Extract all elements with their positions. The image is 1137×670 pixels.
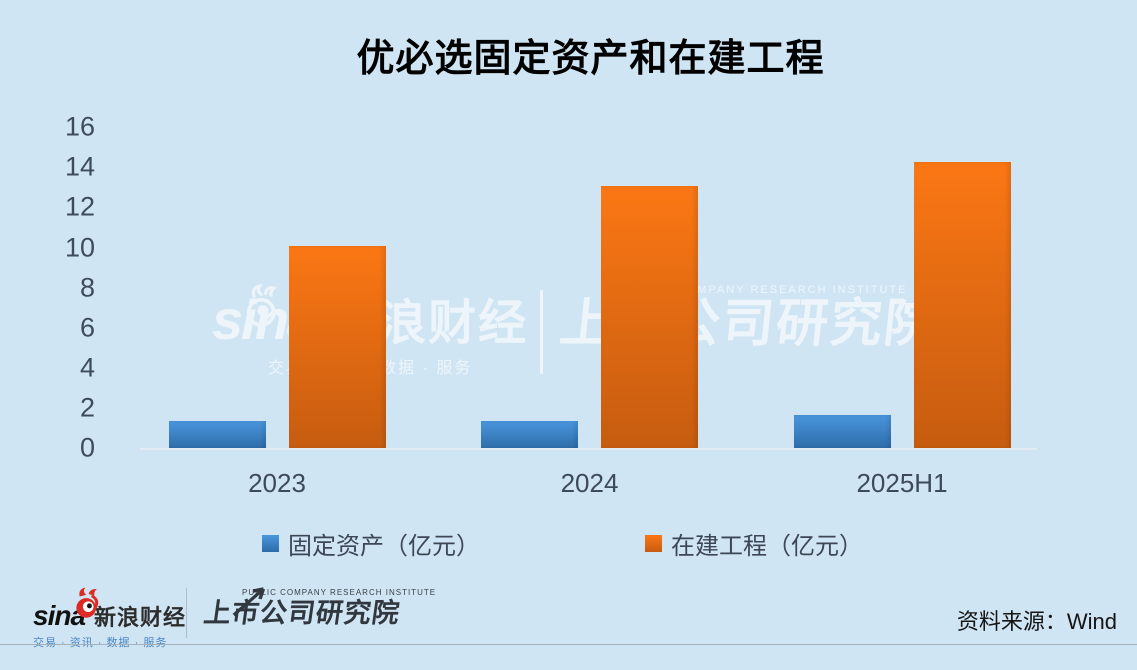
- footer-sina-brand: 新浪财经: [94, 605, 187, 630]
- y-tick-label: 6: [79, 311, 95, 342]
- x-category-label: 2024: [560, 468, 619, 498]
- x-category-label: 2025H1: [856, 468, 948, 498]
- source-text: 资料来源：Wind: [956, 609, 1117, 634]
- y-tick-label: 0: [79, 432, 95, 463]
- footer: sina 新浪财经 交易 · 资讯 · 数据 · 服务 PUBLIC COMPA…: [0, 586, 1137, 649]
- x-axis-line: [140, 448, 1037, 450]
- bar-固定资产（亿元）-2023: [168, 421, 266, 449]
- y-tick-label: 16: [64, 111, 95, 142]
- footer-divider: [186, 588, 187, 638]
- footer-institute-en: PUBLIC COMPANY RESEARCH INSTITUTE: [242, 588, 437, 597]
- legend-item: 在建工程（亿元）: [645, 526, 863, 561]
- footer-institute-cn: 上市公司研究院: [202, 587, 439, 629]
- bar-固定资产（亿元）-2025H1: [793, 415, 891, 449]
- legend-swatch-icon: [645, 535, 662, 552]
- footer-sina-tagline: 交易 · 资讯 · 数据 · 服务: [33, 637, 168, 649]
- y-tick-label: 8: [79, 271, 95, 302]
- arrow-icon: [228, 583, 274, 626]
- bar-固定资产（亿元）-2024: [481, 421, 578, 449]
- watermark-divider: [540, 290, 543, 374]
- y-tick-label: 4: [79, 352, 95, 383]
- chart-title: 优必选固定资产和在建工程: [356, 38, 825, 80]
- y-tick-label: 10: [64, 231, 95, 262]
- legend-label: 固定资产（亿元）: [288, 533, 480, 560]
- bar-在建工程（亿元）-2025H1: [913, 162, 1011, 449]
- sina-eye-icon: [236, 283, 290, 335]
- legend-label: 在建工程（亿元）: [671, 533, 863, 560]
- y-tick-label: 14: [64, 151, 95, 182]
- sina-eye-icon: [69, 586, 105, 625]
- x-category-label: 2023: [248, 468, 306, 498]
- legend-swatch-icon: [262, 535, 279, 552]
- footer-rule: [0, 644, 1137, 645]
- y-tick-label: 12: [64, 191, 95, 222]
- bar-在建工程（亿元）-2024: [601, 186, 698, 449]
- footer-institute-logo: PUBLIC COMPANY RESEARCH INSTITUTE 上市公司研究…: [202, 587, 439, 629]
- footer-sina-logo: sina 新浪财经 交易 · 资讯 · 数据 · 服务: [33, 586, 186, 650]
- y-tick-label: 2: [79, 392, 95, 423]
- legend-item: 固定资产（亿元）: [262, 526, 480, 561]
- bar-在建工程（亿元）-2023: [288, 246, 386, 449]
- footer-sina-row: sina 新浪财经: [33, 602, 186, 630]
